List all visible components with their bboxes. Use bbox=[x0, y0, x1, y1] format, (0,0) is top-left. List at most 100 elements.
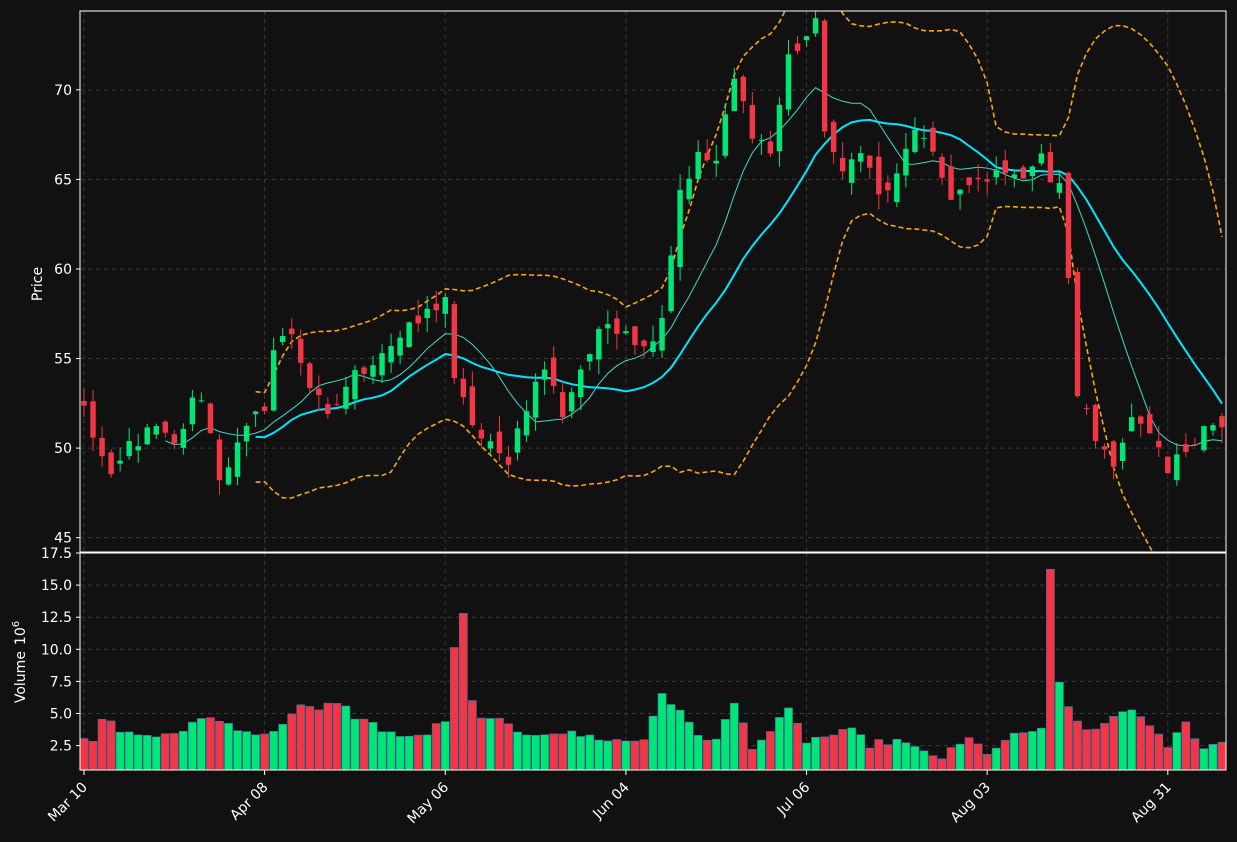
candle-body bbox=[550, 357, 557, 386]
candle-body bbox=[713, 160, 719, 164]
volume-bar bbox=[693, 735, 703, 771]
volume-bar bbox=[1118, 711, 1128, 771]
volume-bar bbox=[495, 717, 504, 771]
candle-body bbox=[505, 456, 512, 465]
candle-body bbox=[812, 18, 819, 34]
candle-body bbox=[397, 337, 403, 356]
candle-body bbox=[767, 141, 774, 154]
candle-body bbox=[1192, 444, 1198, 446]
candle-body bbox=[794, 43, 801, 51]
volume-bar bbox=[377, 731, 387, 771]
volume-bar bbox=[531, 735, 540, 771]
volume-bar bbox=[1136, 716, 1146, 771]
volume-bar bbox=[341, 705, 351, 771]
volume-bar bbox=[973, 743, 983, 771]
candle-body bbox=[641, 340, 647, 347]
volume-bar bbox=[558, 733, 568, 771]
candle-body bbox=[361, 367, 367, 374]
candle-body bbox=[171, 434, 178, 444]
volume-bar bbox=[305, 706, 315, 771]
volume-bar bbox=[982, 754, 992, 771]
volume-bar bbox=[486, 718, 495, 771]
candle-body bbox=[578, 369, 584, 398]
candle-body bbox=[1038, 153, 1045, 164]
candle-body bbox=[704, 152, 710, 161]
candle-body bbox=[289, 328, 295, 335]
volume-bar bbox=[368, 722, 378, 771]
candle-body bbox=[117, 460, 123, 464]
volume-bar bbox=[567, 730, 577, 771]
candle-body bbox=[785, 54, 792, 110]
candle-body bbox=[198, 400, 205, 402]
candle-body bbox=[803, 36, 810, 41]
candle-body bbox=[99, 437, 105, 457]
candle-body bbox=[966, 177, 972, 185]
candle-body bbox=[108, 452, 114, 475]
volume-bar bbox=[784, 707, 793, 771]
volume-bar bbox=[594, 739, 604, 771]
candle-body bbox=[948, 166, 954, 200]
volume-bar bbox=[946, 747, 956, 771]
candle-body bbox=[415, 315, 421, 324]
candle-body bbox=[659, 317, 665, 351]
volume-bar bbox=[124, 731, 134, 771]
candle-body bbox=[1002, 160, 1008, 174]
volume-axis-label-power: 6 bbox=[11, 621, 22, 627]
volume-bar bbox=[224, 723, 233, 771]
volume-bar bbox=[287, 713, 297, 771]
volume-bar bbox=[504, 723, 513, 771]
candle-body bbox=[749, 104, 756, 139]
volume-bar bbox=[468, 700, 477, 771]
volume-bar bbox=[449, 647, 459, 771]
volume-bar bbox=[666, 704, 676, 771]
price-axis-label: Price bbox=[30, 267, 46, 301]
volume-bar bbox=[1199, 748, 1209, 771]
price-panel: 45 50 55 60 65 70 Price bbox=[30, 10, 1227, 553]
candle-body bbox=[722, 114, 728, 156]
candle-body bbox=[352, 370, 358, 400]
volume-bar bbox=[1073, 720, 1082, 771]
volume-bar bbox=[169, 733, 179, 771]
candle-body bbox=[334, 404, 340, 406]
candle-body bbox=[496, 431, 503, 454]
candle-body bbox=[632, 326, 638, 346]
candle-body bbox=[207, 403, 214, 434]
candle-body bbox=[460, 378, 467, 398]
volume-tick-label: 12.5 bbox=[41, 610, 72, 626]
candle-body bbox=[821, 20, 828, 132]
volume-bar bbox=[1190, 738, 1200, 771]
volume-bar bbox=[323, 702, 333, 771]
candle-body bbox=[1029, 166, 1036, 177]
candle-body bbox=[957, 189, 963, 195]
volume-bar bbox=[711, 738, 721, 771]
candle-body bbox=[442, 297, 448, 314]
candle-body bbox=[90, 401, 96, 438]
candle-body bbox=[930, 127, 936, 152]
volume-bar bbox=[856, 734, 866, 771]
candle-body bbox=[867, 155, 873, 168]
candle-body bbox=[1110, 441, 1117, 467]
volume-bar bbox=[206, 717, 215, 771]
volume-bar bbox=[729, 702, 739, 771]
candle-body bbox=[541, 369, 548, 380]
volume-bar bbox=[1109, 716, 1118, 771]
candle-body bbox=[469, 386, 476, 426]
volume-bar bbox=[585, 734, 595, 771]
volume-bar bbox=[350, 718, 360, 771]
volume-bar bbox=[413, 734, 423, 771]
volume-bar bbox=[955, 743, 965, 771]
volume-bar bbox=[242, 731, 251, 771]
candle-body bbox=[135, 446, 141, 451]
volume-bar bbox=[901, 742, 911, 771]
candle-body bbox=[1138, 416, 1144, 424]
volume-bar bbox=[802, 742, 811, 771]
candle-body bbox=[1165, 456, 1171, 474]
candle-body bbox=[1083, 407, 1090, 409]
candle-body bbox=[343, 386, 349, 409]
volume-bar bbox=[991, 747, 1001, 771]
volume-bar bbox=[775, 717, 784, 771]
volume-bar bbox=[332, 703, 342, 771]
volume-bar bbox=[431, 723, 441, 771]
candle-body bbox=[478, 429, 485, 439]
